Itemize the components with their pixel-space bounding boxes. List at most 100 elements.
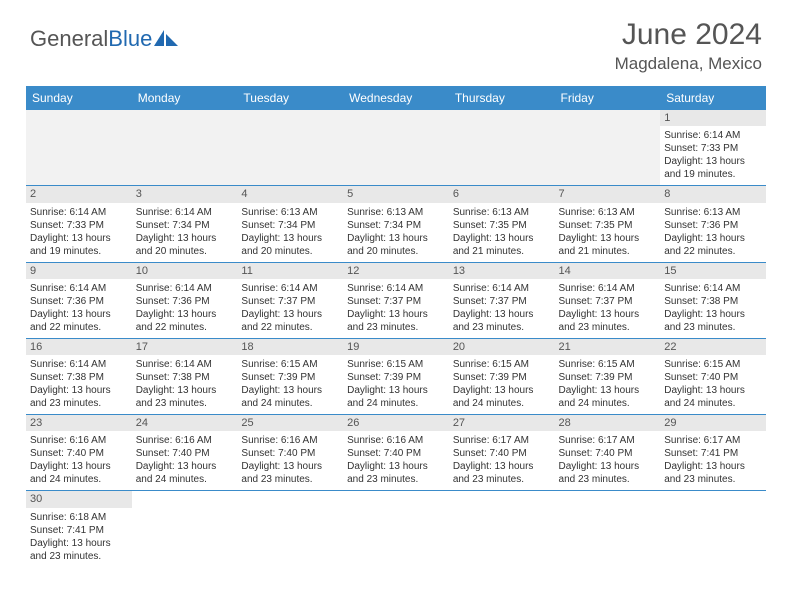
cell-line: Daylight: 13 hours: [664, 155, 762, 168]
location: Magdalena, Mexico: [615, 54, 762, 74]
day-number: 23: [26, 415, 132, 431]
cell-line: Sunrise: 6:16 AM: [241, 434, 339, 447]
cell-line: Sunset: 7:38 PM: [136, 371, 234, 384]
cell-content: Sunrise: 6:14 AMSunset: 7:38 PMDaylight:…: [660, 280, 766, 338]
cell-content: Sunrise: 6:14 AMSunset: 7:38 PMDaylight:…: [26, 356, 132, 414]
calendar-cell: 19Sunrise: 6:15 AMSunset: 7:39 PMDayligh…: [343, 338, 449, 414]
day-header-fri: Friday: [555, 86, 661, 110]
cell-line: Daylight: 13 hours: [30, 232, 128, 245]
cell-line: Sunset: 7:38 PM: [30, 371, 128, 384]
cell-line: Sunset: 7:34 PM: [347, 219, 445, 232]
day-number: 2: [26, 186, 132, 202]
cell-line: Daylight: 13 hours: [559, 384, 657, 397]
cell-content: Sunrise: 6:13 AMSunset: 7:34 PMDaylight:…: [237, 204, 343, 262]
cell-line: Daylight: 13 hours: [664, 232, 762, 245]
day-header-row: Sunday Monday Tuesday Wednesday Thursday…: [26, 86, 766, 110]
cell-line: Sunset: 7:38 PM: [664, 295, 762, 308]
day-header-mon: Monday: [132, 86, 238, 110]
cell-content: Sunrise: 6:15 AMSunset: 7:39 PMDaylight:…: [237, 356, 343, 414]
month-title: June 2024: [615, 18, 762, 52]
cell-line: Daylight: 13 hours: [30, 537, 128, 550]
logo-sail-icon: [154, 28, 180, 48]
cell-line: Daylight: 13 hours: [453, 308, 551, 321]
day-header-wed: Wednesday: [343, 86, 449, 110]
calendar-cell: 16Sunrise: 6:14 AMSunset: 7:38 PMDayligh…: [26, 338, 132, 414]
cell-line: Daylight: 13 hours: [241, 232, 339, 245]
cell-content: Sunrise: 6:13 AMSunset: 7:35 PMDaylight:…: [449, 204, 555, 262]
cell-line: and 22 minutes.: [136, 321, 234, 334]
day-number: 4: [237, 186, 343, 202]
calendar-cell: 21Sunrise: 6:15 AMSunset: 7:39 PMDayligh…: [555, 338, 661, 414]
cell-line: and 19 minutes.: [664, 168, 762, 181]
calendar-week-row: 1Sunrise: 6:14 AMSunset: 7:33 PMDaylight…: [26, 110, 766, 186]
cell-line: Sunrise: 6:15 AM: [241, 358, 339, 371]
cell-line: Daylight: 13 hours: [30, 384, 128, 397]
cell-line: and 24 minutes.: [453, 397, 551, 410]
cell-line: Daylight: 13 hours: [559, 460, 657, 473]
calendar-cell: 1Sunrise: 6:14 AMSunset: 7:33 PMDaylight…: [660, 110, 766, 186]
calendar-cell: 22Sunrise: 6:15 AMSunset: 7:40 PMDayligh…: [660, 338, 766, 414]
cell-line: Daylight: 13 hours: [136, 460, 234, 473]
cell-content: Sunrise: 6:14 AMSunset: 7:34 PMDaylight:…: [132, 204, 238, 262]
cell-line: Sunrise: 6:13 AM: [559, 206, 657, 219]
cell-line: and 21 minutes.: [453, 245, 551, 258]
cell-line: Sunset: 7:37 PM: [453, 295, 551, 308]
cell-line: and 23 minutes.: [347, 473, 445, 486]
cell-line: Sunset: 7:34 PM: [241, 219, 339, 232]
title-block: June 2024 Magdalena, Mexico: [615, 18, 762, 74]
calendar-cell: [26, 110, 132, 186]
cell-line: and 23 minutes.: [559, 473, 657, 486]
cell-line: Daylight: 13 hours: [664, 308, 762, 321]
cell-line: and 24 minutes.: [559, 397, 657, 410]
cell-line: Sunset: 7:41 PM: [30, 524, 128, 537]
cell-line: and 23 minutes.: [664, 473, 762, 486]
calendar-cell: 7Sunrise: 6:13 AMSunset: 7:35 PMDaylight…: [555, 186, 661, 262]
cell-line: and 24 minutes.: [30, 473, 128, 486]
cell-content: Sunrise: 6:14 AMSunset: 7:36 PMDaylight:…: [26, 280, 132, 338]
cell-content: Sunrise: 6:15 AMSunset: 7:40 PMDaylight:…: [660, 356, 766, 414]
calendar-cell: 13Sunrise: 6:14 AMSunset: 7:37 PMDayligh…: [449, 262, 555, 338]
cell-line: Sunrise: 6:14 AM: [136, 206, 234, 219]
calendar-cell: 12Sunrise: 6:14 AMSunset: 7:37 PMDayligh…: [343, 262, 449, 338]
day-number: 1: [660, 110, 766, 126]
cell-line: Sunrise: 6:14 AM: [136, 358, 234, 371]
logo: GeneralBlue: [30, 26, 180, 52]
cell-line: Sunrise: 6:14 AM: [453, 282, 551, 295]
cell-line: Daylight: 13 hours: [559, 232, 657, 245]
calendar-cell: 3Sunrise: 6:14 AMSunset: 7:34 PMDaylight…: [132, 186, 238, 262]
day-number: 16: [26, 339, 132, 355]
cell-line: Sunrise: 6:14 AM: [30, 282, 128, 295]
cell-line: Daylight: 13 hours: [347, 460, 445, 473]
calendar-week-row: 30Sunrise: 6:18 AMSunset: 7:41 PMDayligh…: [26, 491, 766, 567]
cell-line: Sunset: 7:39 PM: [347, 371, 445, 384]
calendar-week-row: 9Sunrise: 6:14 AMSunset: 7:36 PMDaylight…: [26, 262, 766, 338]
day-number: 5: [343, 186, 449, 202]
cell-line: and 22 minutes.: [241, 321, 339, 334]
cell-line: Sunset: 7:40 PM: [664, 371, 762, 384]
calendar-cell: 17Sunrise: 6:14 AMSunset: 7:38 PMDayligh…: [132, 338, 238, 414]
cell-content: Sunrise: 6:14 AMSunset: 7:37 PMDaylight:…: [449, 280, 555, 338]
logo-text-2: Blue: [108, 26, 152, 52]
calendar-cell: [449, 491, 555, 567]
calendar-cell: 18Sunrise: 6:15 AMSunset: 7:39 PMDayligh…: [237, 338, 343, 414]
cell-line: Sunset: 7:37 PM: [559, 295, 657, 308]
cell-line: Daylight: 13 hours: [347, 384, 445, 397]
cell-line: Sunset: 7:40 PM: [136, 447, 234, 460]
calendar-week-row: 23Sunrise: 6:16 AMSunset: 7:40 PMDayligh…: [26, 415, 766, 491]
cell-line: Sunrise: 6:14 AM: [30, 358, 128, 371]
cell-line: Daylight: 13 hours: [664, 384, 762, 397]
cell-line: and 24 minutes.: [136, 473, 234, 486]
day-number: 7: [555, 186, 661, 202]
cell-line: Sunset: 7:35 PM: [453, 219, 551, 232]
day-header-sun: Sunday: [26, 86, 132, 110]
cell-content: Sunrise: 6:14 AMSunset: 7:33 PMDaylight:…: [660, 127, 766, 185]
cell-line: and 23 minutes.: [453, 473, 551, 486]
cell-line: and 24 minutes.: [347, 397, 445, 410]
cell-line: Daylight: 13 hours: [241, 308, 339, 321]
cell-line: Sunset: 7:33 PM: [664, 142, 762, 155]
day-number: 6: [449, 186, 555, 202]
day-number: 30: [26, 491, 132, 507]
cell-content: Sunrise: 6:14 AMSunset: 7:37 PMDaylight:…: [237, 280, 343, 338]
calendar-cell: 10Sunrise: 6:14 AMSunset: 7:36 PMDayligh…: [132, 262, 238, 338]
calendar-cell: 20Sunrise: 6:15 AMSunset: 7:39 PMDayligh…: [449, 338, 555, 414]
